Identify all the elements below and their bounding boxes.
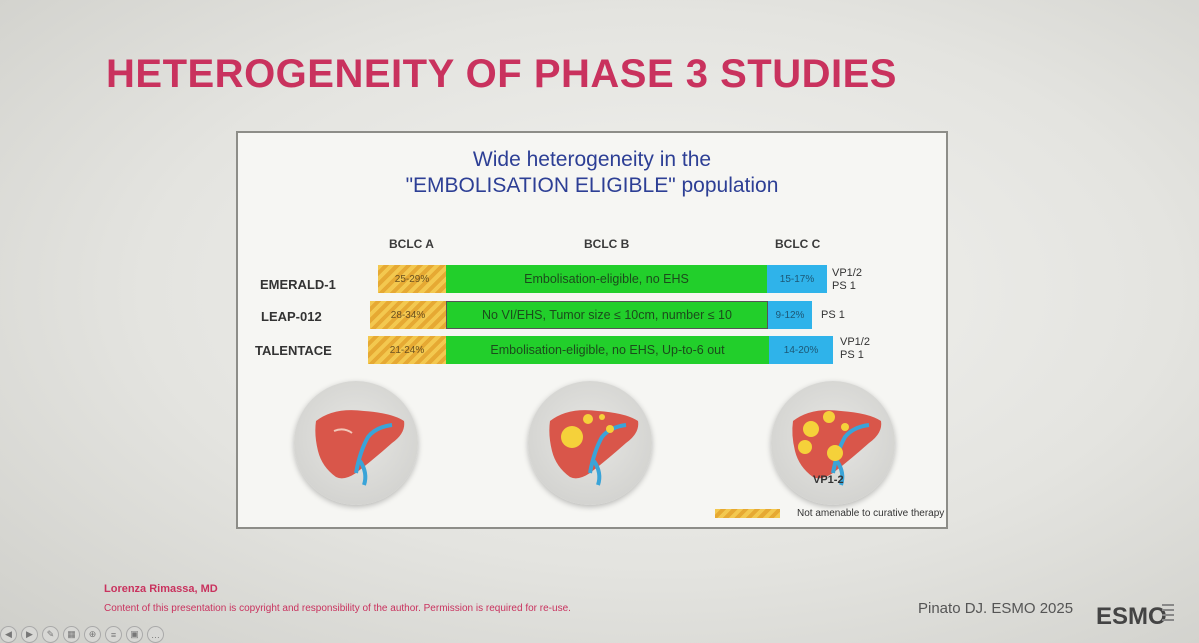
pen-icon[interactable]: ✎ <box>42 626 59 643</box>
emerald-1-criteria-vp: VP1/2 <box>832 267 862 279</box>
slides-icon[interactable]: ▦ <box>63 626 80 643</box>
talentace-criteria: VP1/2 PS 1 <box>840 336 870 362</box>
stage-header-bclc-a: BCLC A <box>389 237 434 251</box>
liver-illustration-bclc-c: VP1-2 <box>771 381 895 505</box>
leap-012-bclc-c-segment: 9-12% <box>768 301 812 329</box>
legend-swatch <box>715 509 780 518</box>
talentace-bclc-b-segment: Embolisation-eligible, no EHS, Up-to-6 o… <box>446 336 769 364</box>
emerald-1-bclc-b-segment: Embolisation-eligible, no EHS <box>446 265 767 293</box>
zoom-icon[interactable]: ⊕ <box>84 626 101 643</box>
stage-header-bclc-c: BCLC C <box>775 237 821 251</box>
copyright-notice: Content of this presentation is copyrigh… <box>104 603 571 614</box>
emerald-1-bclc-a-segment: 25-29% <box>378 265 446 293</box>
emerald-1-bclc-c-segment: 15-17% <box>767 265 827 293</box>
study-label-talentace: TALENTACE <box>255 343 332 358</box>
liver-multinodular-icon <box>549 410 639 486</box>
leap-012-criteria: PS 1 <box>821 309 845 322</box>
stage-header-bclc-b: BCLC B <box>584 237 630 251</box>
talentace-criteria-ps: PS 1 <box>840 349 864 361</box>
esmo-logo-text: ESMO <box>1096 603 1167 630</box>
slide-title: HETEROGENEITY OF PHASE 3 STUDIES <box>106 52 897 96</box>
panel-title-line2: "EMBOLISATION ELIGIBLE" population <box>405 174 779 197</box>
talentace-bclc-c-segment: 14-20% <box>769 336 833 364</box>
previous-icon[interactable]: ◀ <box>0 626 17 643</box>
camera-icon[interactable]: ▣ <box>126 626 143 643</box>
more-icon[interactable]: … <box>147 626 164 643</box>
subtitles-icon[interactable]: ≡ <box>105 626 122 643</box>
emerald-1-criteria: VP1/2 PS 1 <box>832 267 862 293</box>
figure-panel: Wide heterogeneity in the "EMBOLISATION … <box>236 131 948 529</box>
author-name: Lorenza Rimassa, MD <box>104 583 218 595</box>
leap-012-criteria-ps: PS 1 <box>821 309 845 321</box>
legend-label: Not amenable to curative therapy <box>797 508 945 519</box>
emerald-1-criteria-ps: PS 1 <box>832 280 856 292</box>
presentation-toolbar: ◀ ▶ ✎ ▦ ⊕ ≡ ▣ … <box>0 626 164 643</box>
talentace-criteria-vp: VP1/2 <box>840 336 870 348</box>
panel-title-line1: Wide heterogeneity in the <box>472 148 712 171</box>
leap-012-bclc-b-segment: No VI/EHS, Tumor size ≤ 10cm, number ≤ 1… <box>446 301 768 329</box>
liver-caption-vp: VP1-2 <box>813 474 844 486</box>
citation: Pinato DJ. ESMO 2025 <box>918 600 1074 617</box>
next-icon[interactable]: ▶ <box>21 626 38 643</box>
liver-illustration-bclc-a <box>294 381 418 505</box>
liver-icon <box>315 410 405 486</box>
leap-012-bclc-a-segment: 28-34% <box>370 301 446 329</box>
study-label-leap-012: LEAP-012 <box>261 309 322 324</box>
talentace-bclc-a-segment: 21-24% <box>368 336 446 364</box>
study-label-emerald-1: EMERALD-1 <box>260 277 336 292</box>
liver-vascular-invasion-icon <box>792 410 882 486</box>
esmo-logo: ESMO <box>1096 600 1176 635</box>
liver-illustration-bclc-b <box>528 381 652 505</box>
